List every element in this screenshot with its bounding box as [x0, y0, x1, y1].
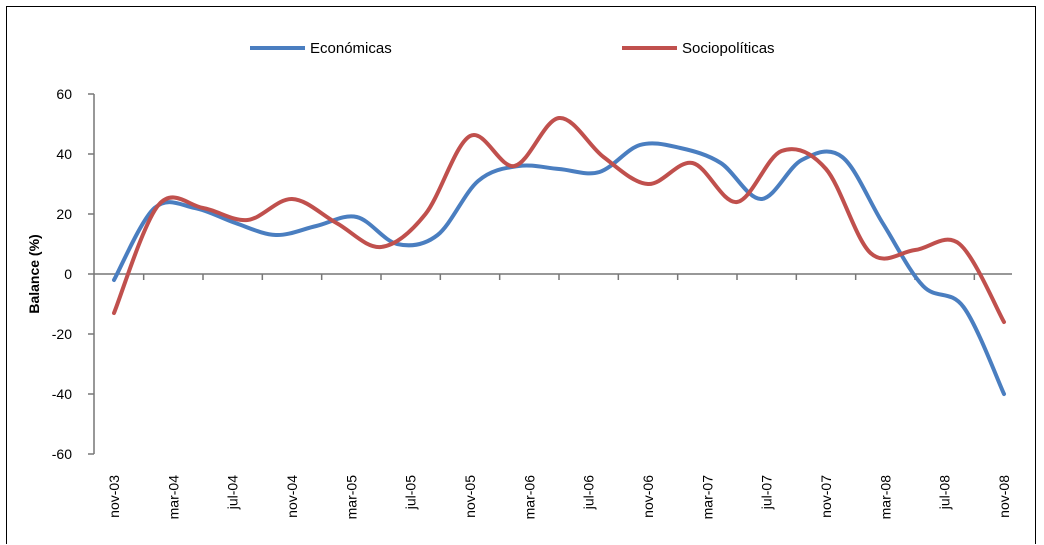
series-line-economicas — [112, 141, 1006, 396]
y-tick-label: 20 — [56, 206, 72, 222]
x-tick-label: mar-05 — [343, 475, 359, 520]
y-tick-label: -60 — [52, 446, 72, 462]
y-tick-label: -40 — [52, 386, 72, 402]
x-tick-label: nov-03 — [106, 475, 122, 518]
y-axis-label: Balance (%) — [26, 234, 42, 313]
x-tick-label: nov-06 — [640, 475, 656, 518]
x-tick-label: mar-08 — [877, 475, 893, 520]
x-tick-label: jul-04 — [225, 475, 241, 510]
y-tick-label: 0 — [64, 266, 72, 282]
x-tick-label: mar-04 — [165, 475, 181, 520]
axes — [93, 94, 1012, 454]
x-tick-label: jul-08 — [937, 475, 953, 510]
x-tick-label: nov-08 — [996, 475, 1012, 518]
x-tick-label: nov-05 — [462, 475, 478, 518]
x-tick-labels: nov-03 mar-04 jul-04 nov-04 mar-05 jul-05 nov-… — [106, 274, 1012, 519]
x-tick-label: jul-06 — [581, 475, 597, 510]
x-tick-label: nov-07 — [818, 475, 834, 518]
chart-frame — [6, 6, 1036, 544]
series-lines — [112, 116, 1006, 396]
y-tick-label: 40 — [56, 146, 72, 162]
y-tick-label: 60 — [56, 86, 72, 102]
series-line-sociopoliticas — [112, 116, 1006, 324]
legend-label-sociopoliticas: Sociopolíticas — [682, 40, 775, 57]
x-tick-label: jul-07 — [759, 475, 775, 510]
x-tick-label: mar-06 — [521, 475, 537, 520]
y-tick-labels: 60 40 20 0 -20 -40 -60 — [52, 86, 94, 462]
x-tick-label: mar-07 — [699, 475, 715, 520]
y-tick-label: -20 — [52, 326, 72, 342]
legend-label-economicas: Económicas — [310, 40, 392, 57]
x-tick-label: nov-04 — [284, 475, 300, 518]
legend: Económicas Sociopolíticas — [250, 40, 775, 57]
x-tick-label: jul-05 — [403, 475, 419, 510]
